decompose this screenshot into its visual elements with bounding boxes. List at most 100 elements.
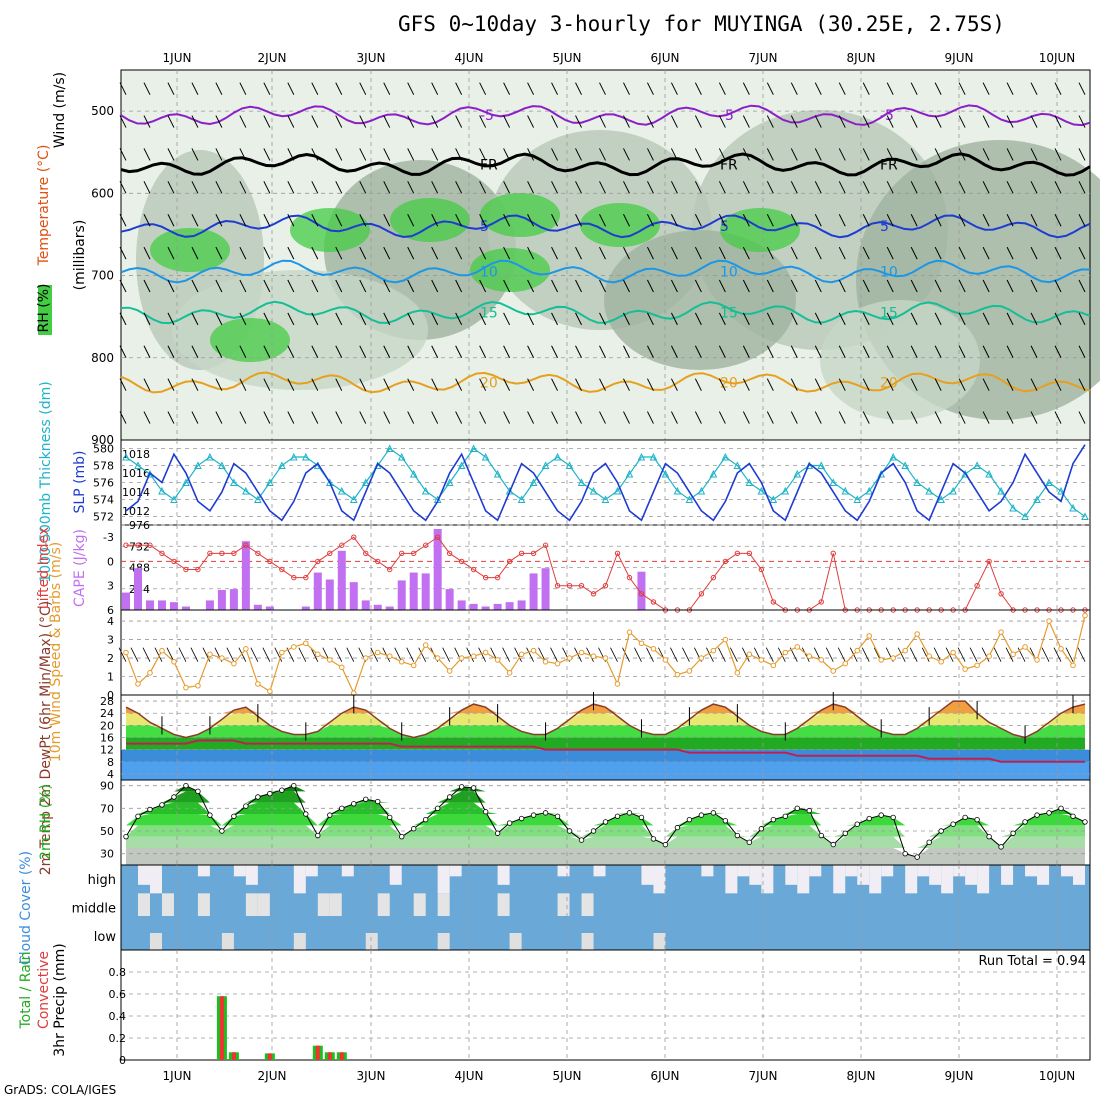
wind-barb xyxy=(167,345,175,359)
lifted-index-marker xyxy=(183,566,189,573)
wind-barb xyxy=(551,115,558,128)
wind-tick-label: 1 xyxy=(107,671,114,684)
wind-barb xyxy=(119,345,127,359)
thickness-marker xyxy=(385,444,394,452)
precip-tick-label: 0.6 xyxy=(109,988,127,1001)
wind-barb xyxy=(239,181,247,194)
wind-barb xyxy=(910,312,918,326)
wind-barb xyxy=(623,246,630,260)
temp-tick-label: 28 xyxy=(100,695,114,708)
wind-barb xyxy=(503,411,511,424)
grads-credit: GrADS: COLA/IGES xyxy=(4,1083,117,1097)
wind-barb xyxy=(647,345,654,359)
cloud-high-cell xyxy=(809,865,822,877)
lifted-index-line xyxy=(126,536,1085,611)
cape-bar xyxy=(541,568,550,610)
lifted-index-marker xyxy=(387,566,393,573)
cape-bar xyxy=(157,600,166,610)
wind-speed-marker xyxy=(255,681,261,687)
cloud-high-cell xyxy=(593,865,606,877)
wind-barb xyxy=(479,411,487,424)
thickness-marker xyxy=(937,495,945,503)
rh-marker xyxy=(866,815,872,822)
lifted-index-marker xyxy=(135,542,141,548)
cape-bar xyxy=(169,602,178,610)
thickness-marker xyxy=(242,486,250,495)
wind-speed-marker xyxy=(482,649,489,656)
thickness-marker xyxy=(757,486,766,495)
cloud-high-cell xyxy=(953,865,966,877)
rh-marker xyxy=(674,824,681,831)
rh-marker xyxy=(267,790,273,797)
cloud-high-cell xyxy=(977,865,990,894)
contour-label: 5 xyxy=(880,219,889,235)
wind-speed-marker xyxy=(315,651,321,658)
lifted-index-marker xyxy=(734,550,741,557)
wind-barb xyxy=(431,82,439,95)
contour-label: FR xyxy=(480,158,498,174)
contour-label: 10 xyxy=(880,264,898,280)
thickness-marker xyxy=(901,461,909,469)
day-label-top: 2JUN xyxy=(258,51,287,65)
wind-barb xyxy=(191,411,199,424)
wind-barb-10m xyxy=(777,647,786,662)
cloud-high-cell xyxy=(557,865,570,877)
wind-speed-marker xyxy=(566,655,573,661)
wind-barb xyxy=(766,411,774,424)
wind-speed-marker xyxy=(578,649,585,656)
wind-barb xyxy=(215,181,223,194)
wind-barb xyxy=(623,279,630,293)
wind-barb xyxy=(431,312,439,326)
rh-marker xyxy=(950,821,956,827)
slp-thickness-panel: 572 574 576 578 580 1012 1014 1016 1018 xyxy=(93,439,1091,526)
thickness-marker xyxy=(122,452,130,461)
wind-barb-10m xyxy=(550,647,558,662)
wind-speed-marker xyxy=(303,640,309,647)
wind-barb xyxy=(407,345,415,359)
wind-barb xyxy=(766,148,774,161)
wind-barb xyxy=(263,213,271,227)
rh-tick-label: 90 xyxy=(100,780,114,793)
rh-high-shading xyxy=(150,228,230,272)
thickness-marker xyxy=(218,461,226,469)
wind-barb xyxy=(1078,378,1086,391)
wind-barb xyxy=(718,213,726,227)
temp-fill-band xyxy=(126,713,1085,726)
cloud-high-cell xyxy=(1025,865,1038,877)
cloud-high-cell xyxy=(917,865,930,877)
wind-barb-10m xyxy=(610,647,618,662)
temp-fill-band xyxy=(126,737,1085,750)
lifted-index-marker xyxy=(375,558,381,565)
contour-label: 5 xyxy=(720,219,729,235)
wind-barb xyxy=(1006,213,1014,227)
wind-barb xyxy=(455,411,463,424)
wind-speed-marker xyxy=(602,655,609,661)
thickness-marker xyxy=(997,486,1005,495)
lifted-index-marker xyxy=(207,550,213,557)
wind-barb xyxy=(551,181,558,194)
wind-barb xyxy=(1006,115,1014,128)
rh-marker xyxy=(542,810,549,816)
wind-barb-10m xyxy=(310,647,319,662)
cloud-high-cell xyxy=(293,865,306,894)
lifted-index-marker xyxy=(710,574,717,581)
wind-barb xyxy=(215,345,223,359)
wind-speed-marker xyxy=(1058,646,1064,652)
wind-barb xyxy=(527,279,535,293)
wind-barb xyxy=(886,181,894,194)
wind-barb xyxy=(958,411,966,424)
wind-barb-10m xyxy=(274,647,283,662)
wind-speed-marker xyxy=(710,647,717,654)
wind-barb xyxy=(359,181,367,194)
wind-barb-10m xyxy=(1017,647,1026,662)
wind-barb xyxy=(503,345,511,359)
wind-barb xyxy=(742,411,750,424)
side-labels: (millibars) Wind (m/s)Temperature (°C) RH … xyxy=(18,72,88,1057)
wind-barb xyxy=(766,82,774,95)
wind-barb xyxy=(191,148,199,161)
wind-barb xyxy=(670,213,678,227)
wind-barb xyxy=(862,378,870,391)
wind-barb-10m xyxy=(478,647,486,662)
wind-barb-10m xyxy=(346,647,355,662)
lifted-index-marker xyxy=(770,599,777,605)
